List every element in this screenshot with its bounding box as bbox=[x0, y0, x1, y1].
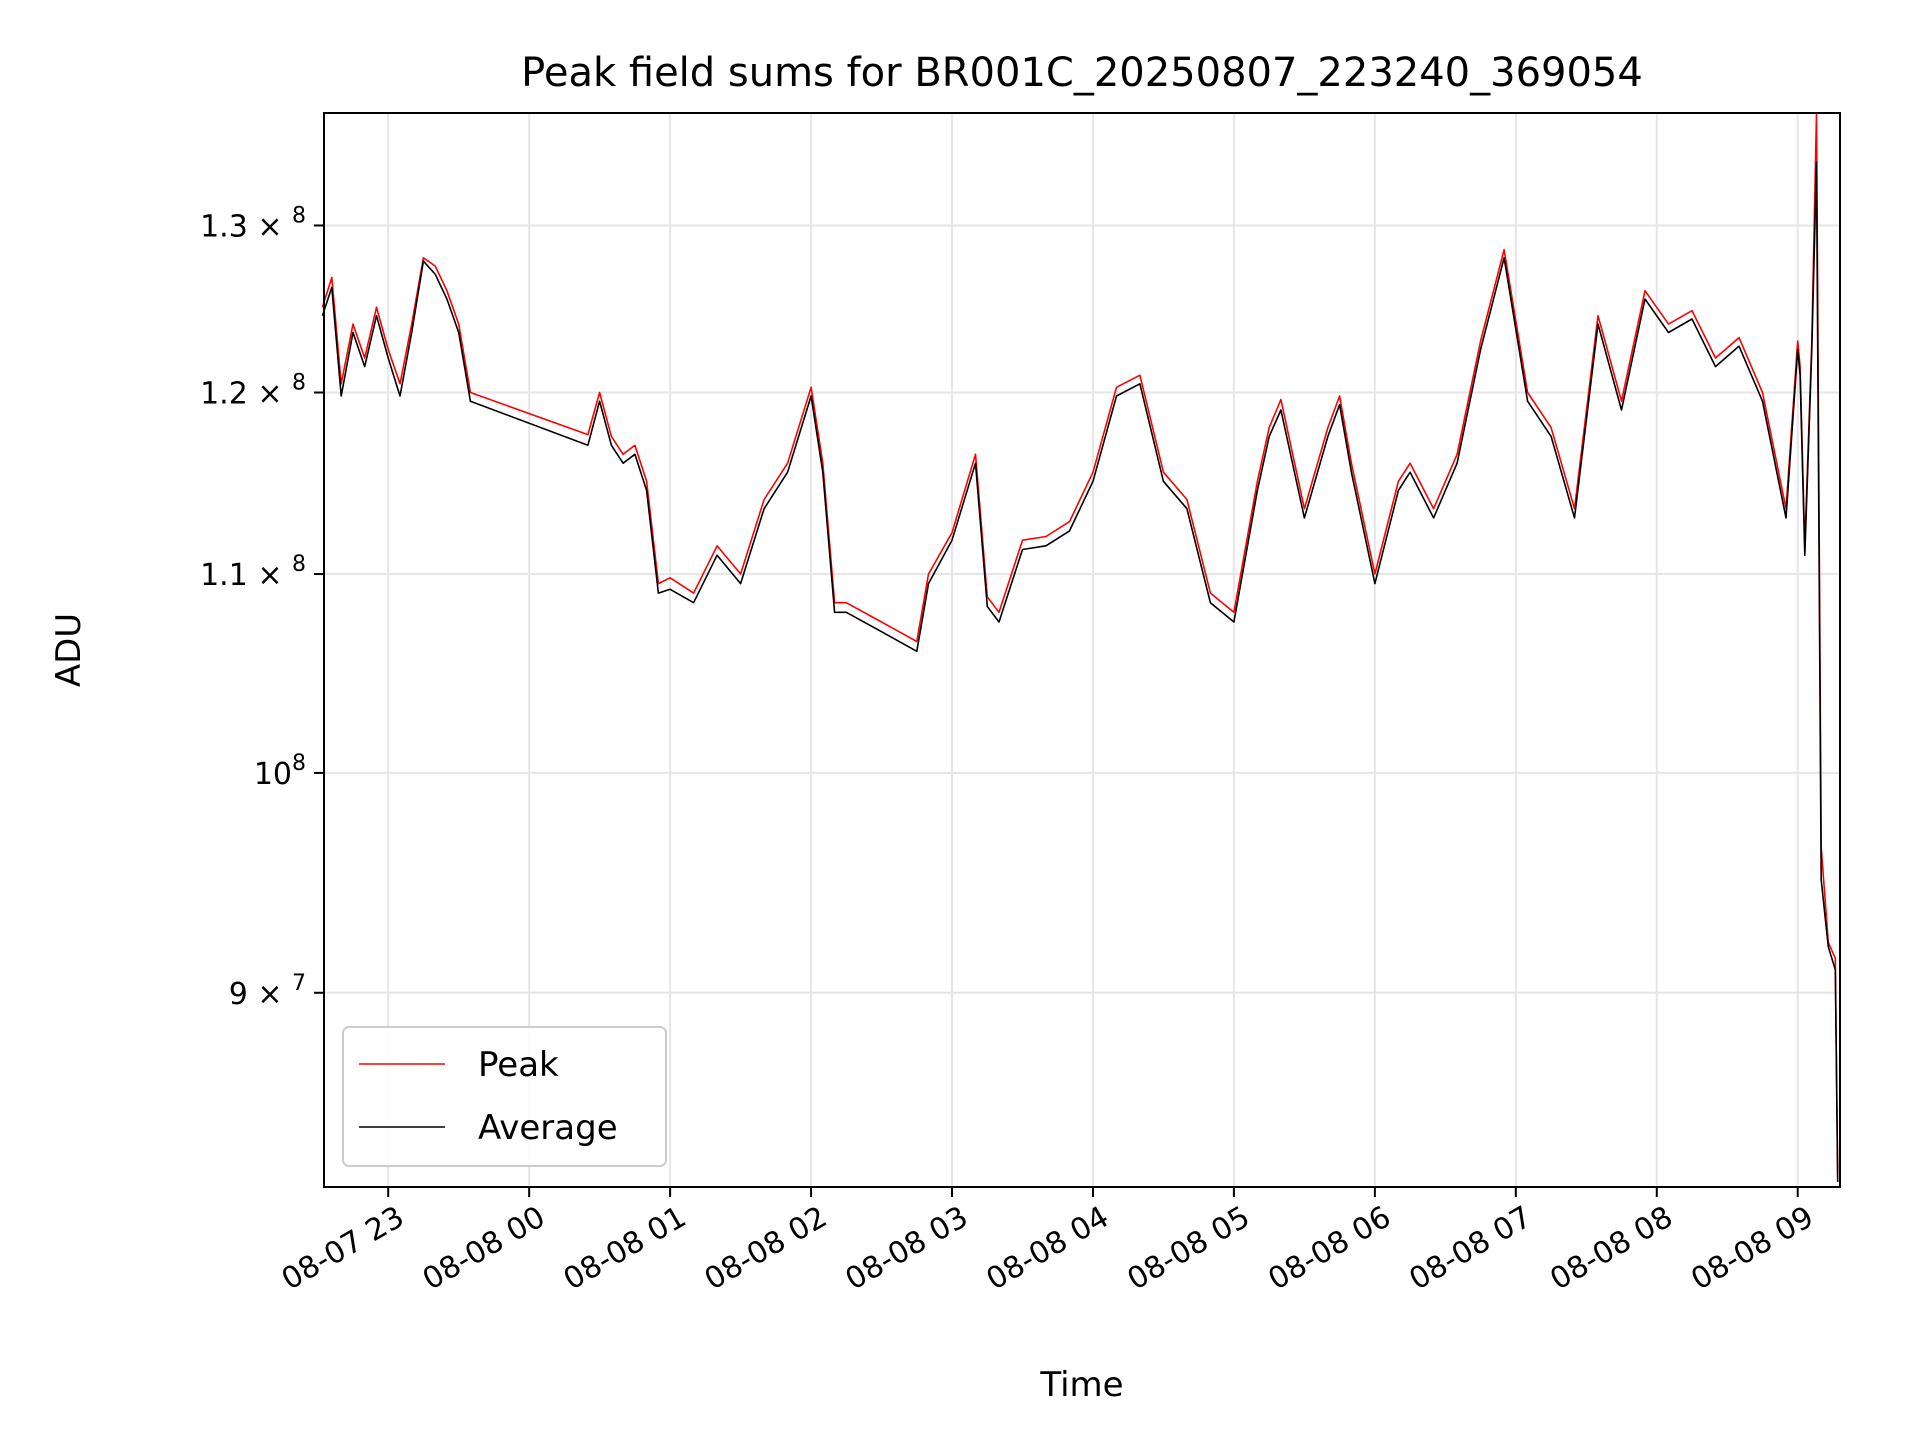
legend-box bbox=[342, 1026, 667, 1167]
chart-title: Peak field sums for BR001C_20250807_2232… bbox=[521, 50, 1643, 96]
legend: Peak Average bbox=[342, 1026, 667, 1167]
legend-label-peak: Peak bbox=[478, 1045, 559, 1085]
series-line-average bbox=[321, 161, 1839, 1182]
x-axis-label: Time bbox=[1039, 1365, 1123, 1405]
series-layer bbox=[321, 112, 1839, 1182]
grid-layer bbox=[324, 113, 1840, 1187]
y-tick-label: 1.1 × 8 bbox=[200, 552, 306, 593]
y-tick-label: 108 bbox=[254, 751, 306, 792]
plot-frame bbox=[323, 112, 1841, 1188]
y-tick-label: 1.2 × 8 bbox=[200, 370, 306, 411]
y-axis-ticks: 9 × 7 108 1.1 × 8 1.2 × 8 1.3 × 8 bbox=[200, 203, 324, 1012]
series-line-peak bbox=[321, 112, 1839, 1175]
y-axis-label: ADU bbox=[49, 613, 89, 687]
y-tick-label: 1.3 × 8 bbox=[200, 203, 306, 244]
y-tick-label: 9 × 7 bbox=[229, 971, 306, 1012]
legend-label-average: Average bbox=[478, 1108, 618, 1148]
